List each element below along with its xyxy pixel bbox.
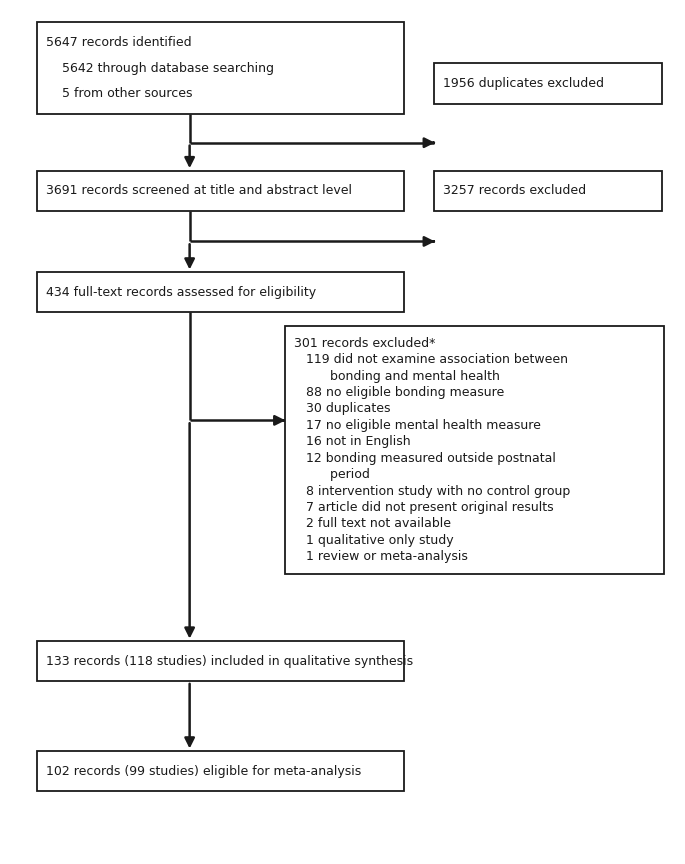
Text: 5642 through database searching: 5642 through database searching xyxy=(46,61,273,74)
Text: 1 qualitative only study: 1 qualitative only study xyxy=(294,534,453,547)
Text: 30 duplicates: 30 duplicates xyxy=(294,403,390,416)
Text: 7 article did not present original results: 7 article did not present original resul… xyxy=(294,501,553,514)
Text: 16 not in English: 16 not in English xyxy=(294,435,410,448)
Text: 12 bonding measured outside postnatal: 12 bonding measured outside postnatal xyxy=(294,452,556,465)
FancyBboxPatch shape xyxy=(285,327,664,574)
Text: 119 did not examine association between: 119 did not examine association between xyxy=(294,353,568,366)
FancyBboxPatch shape xyxy=(37,752,403,791)
Text: period: period xyxy=(294,468,369,481)
Text: bonding and mental health: bonding and mental health xyxy=(294,370,499,383)
Text: 8 intervention study with no control group: 8 intervention study with no control gro… xyxy=(294,485,570,498)
Text: 3257 records excluded: 3257 records excluded xyxy=(443,184,586,197)
FancyBboxPatch shape xyxy=(37,641,403,681)
Text: 17 no eligible mental health measure: 17 no eligible mental health measure xyxy=(294,419,540,432)
Text: 102 records (99 studies) eligible for meta-analysis: 102 records (99 studies) eligible for me… xyxy=(46,765,361,778)
Text: 88 no eligible bonding measure: 88 no eligible bonding measure xyxy=(294,386,504,399)
FancyBboxPatch shape xyxy=(434,63,662,104)
Text: 5 from other sources: 5 from other sources xyxy=(46,86,192,99)
FancyBboxPatch shape xyxy=(37,171,403,211)
Text: 1956 duplicates excluded: 1956 duplicates excluded xyxy=(443,77,604,90)
FancyBboxPatch shape xyxy=(434,171,662,211)
FancyBboxPatch shape xyxy=(37,22,403,114)
Text: 5647 records identified: 5647 records identified xyxy=(46,36,191,49)
Text: 2 full text not available: 2 full text not available xyxy=(294,518,451,530)
Text: 3691 records screened at title and abstract level: 3691 records screened at title and abstr… xyxy=(46,184,351,197)
FancyBboxPatch shape xyxy=(37,272,403,312)
Text: 434 full-text records assessed for eligibility: 434 full-text records assessed for eligi… xyxy=(46,286,316,299)
Text: 1 review or meta-analysis: 1 review or meta-analysis xyxy=(294,550,467,563)
Text: 301 records excluded*: 301 records excluded* xyxy=(294,337,435,350)
Text: 133 records (118 studies) included in qualitative synthesis: 133 records (118 studies) included in qu… xyxy=(46,655,412,668)
